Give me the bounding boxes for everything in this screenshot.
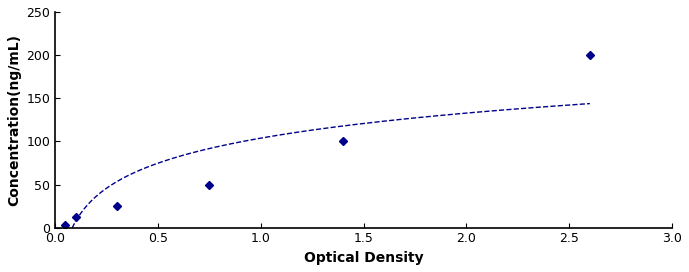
Y-axis label: Concentration(ng/mL): Concentration(ng/mL) [7,34,21,206]
X-axis label: Optical Density: Optical Density [304,251,424,265]
